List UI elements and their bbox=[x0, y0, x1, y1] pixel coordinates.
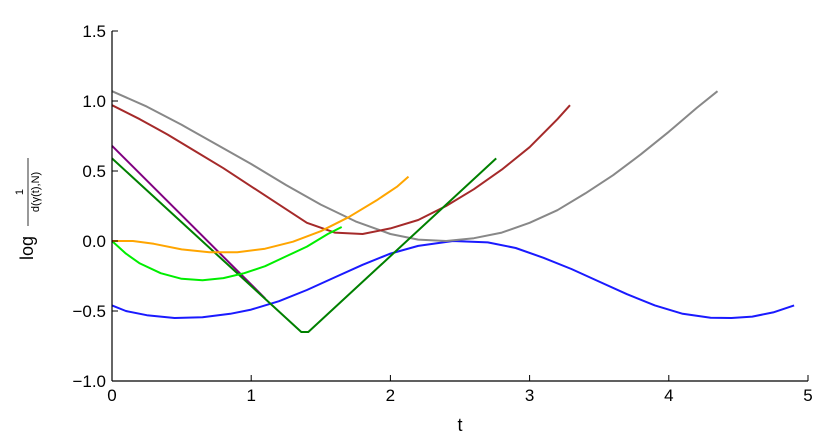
series-line-7 bbox=[112, 175, 410, 254]
x-tick-label: 4 bbox=[664, 386, 673, 405]
series-line-6 bbox=[111, 226, 343, 282]
y-tick-label: 0.0 bbox=[82, 232, 106, 251]
y-axis-label-denominator: d(γ(t),N) bbox=[30, 172, 42, 212]
y-tick-label: −0.5 bbox=[72, 302, 106, 321]
y-tick-label: 1.0 bbox=[82, 92, 106, 111]
x-tick-label: 1 bbox=[246, 386, 255, 405]
y-tick-label: −1.0 bbox=[72, 372, 106, 391]
x-tick-label: 3 bbox=[525, 386, 534, 405]
series-line-2 bbox=[111, 90, 719, 242]
y-tick-label: 1.5 bbox=[82, 22, 106, 41]
series-line-5 bbox=[111, 157, 497, 333]
ticks-layer: 0 1 2 3 4 5 −1.0 −0.5 0.0 0.5 1.0 1.5 bbox=[72, 22, 812, 405]
axes-layer bbox=[111, 31, 808, 382]
y-axis-label-numerator: 1 bbox=[14, 189, 26, 195]
x-tick-label: 2 bbox=[386, 386, 395, 405]
y-tick-label: 0.5 bbox=[82, 162, 106, 181]
series-line-3 bbox=[111, 104, 571, 235]
x-tick-label: 5 bbox=[803, 386, 812, 405]
series-layer bbox=[111, 90, 795, 333]
x-axis-label: t bbox=[457, 415, 462, 435]
series-line-4 bbox=[111, 145, 266, 300]
y-axis-label-prefix: log bbox=[17, 236, 37, 260]
x-tick-label: 0 bbox=[107, 386, 116, 405]
y-axis-label: log 1 d(γ(t),N) bbox=[14, 158, 42, 260]
